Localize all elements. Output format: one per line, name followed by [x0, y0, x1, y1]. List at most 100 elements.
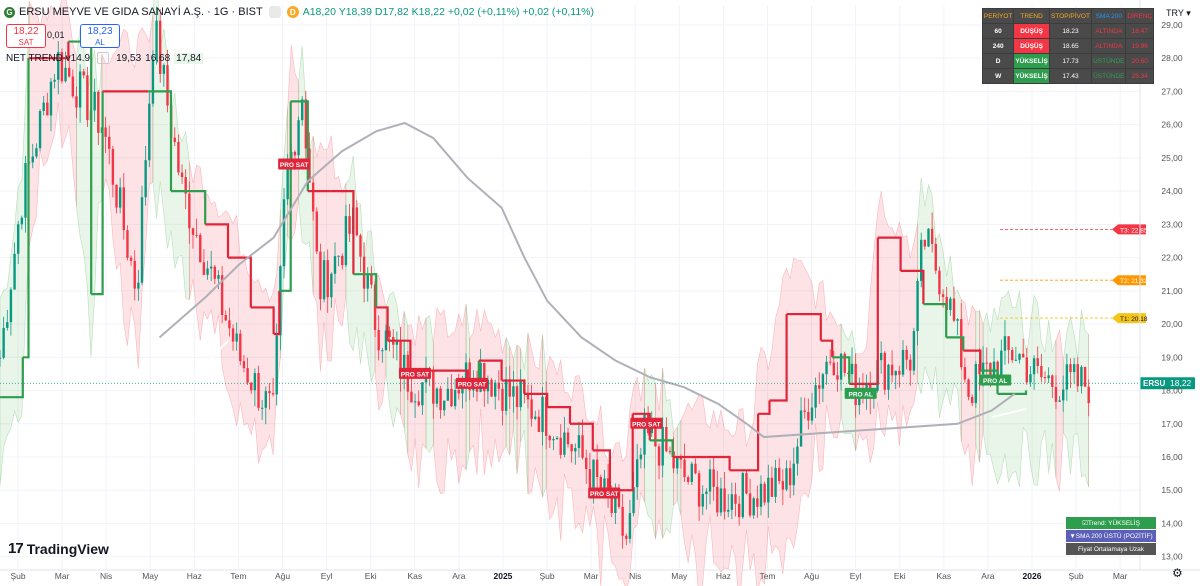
band-segment [385, 291, 401, 428]
price-tick-label: 24,00 [1161, 186, 1183, 196]
candle-body [461, 387, 464, 394]
candle-body [1043, 377, 1047, 379]
candle-body [839, 353, 843, 380]
candle-body [759, 483, 763, 507]
candle-body [315, 211, 318, 252]
band-segment [520, 332, 529, 494]
candle-body [17, 224, 20, 254]
candle-body [960, 319, 963, 368]
candle-body [286, 169, 289, 200]
candle-body [1003, 336, 1007, 351]
tradingview-wordmark: TradingView [26, 540, 109, 557]
tradingview-logo[interactable]: 17 TradingView [8, 540, 109, 557]
candle-body [912, 331, 916, 371]
candle-body [359, 235, 362, 257]
sell-button[interactable]: 18,22 SAT [6, 24, 46, 48]
candle-body [552, 439, 555, 441]
time-tick-label: Mar [55, 571, 70, 581]
candle-body [832, 362, 836, 376]
candle-body [563, 432, 566, 455]
candle-body [697, 473, 701, 507]
chart-header: G ERSU MEYVE VE GIDA SANAYİ A.Ş. · 1G · … [4, 6, 594, 18]
stop-line-segment [547, 406, 572, 424]
table-row: 240 DÜŞÜŞ 18.65 ALTINDA 19.96 [981, 38, 1154, 54]
band-segment [979, 310, 984, 463]
candle-body [129, 257, 133, 261]
time-tick-label: Kas [407, 571, 422, 581]
dividend-badge[interactable]: D [286, 6, 299, 18]
trail-line [164, 339, 229, 408]
candle-body [111, 148, 115, 185]
table-cell: DÜŞÜŞ [1013, 23, 1050, 39]
candle-body [483, 363, 486, 392]
status-box: Fiyat Ortalamaya Uzak [1066, 543, 1156, 555]
indicator-legend[interactable]: NET TREND v14.9 19,53 16,68 17,84 [6, 52, 204, 64]
signal-label: PRO SAT [632, 421, 660, 428]
candle-body [322, 260, 326, 300]
symbol-title[interactable]: ERSU MEYVE VE GIDA SANAYİ A.Ş. · 1G · BI… [19, 6, 263, 18]
candle-body [439, 388, 442, 411]
target-label: T2: 21.32 [1120, 278, 1148, 285]
candle-body [341, 255, 344, 266]
candle-body [126, 230, 129, 258]
candle-body [410, 391, 413, 403]
table-cell: 240 [981, 38, 1015, 54]
candle-body [810, 407, 814, 421]
band-segment [1055, 329, 1064, 492]
candle-body [785, 468, 788, 490]
candle-body [661, 426, 664, 466]
band-segment [28, 0, 77, 248]
indicator-name[interactable]: NET TREND v14.9 [6, 52, 91, 64]
compare-icon[interactable] [268, 6, 281, 18]
candle-body [9, 289, 13, 323]
candle-body [796, 446, 799, 464]
candle-body [1025, 357, 1029, 383]
table-header-cell: TREND [1013, 8, 1050, 24]
price-tick-label: 14,00 [1161, 518, 1183, 528]
time-tick-label: Eki [894, 571, 906, 581]
candle-body [719, 488, 723, 513]
candle-body [501, 388, 504, 411]
candle-body [35, 148, 38, 157]
buy-label: AL [95, 38, 105, 47]
candle-body [574, 448, 577, 452]
sma-200-line [158, 121, 1016, 439]
price-tag-bg [1140, 377, 1195, 390]
buy-button[interactable]: 18,23 AL [80, 24, 120, 48]
stop-line-segment [627, 413, 634, 492]
candle-body [468, 362, 471, 391]
candle-body [64, 67, 67, 82]
candle-body [133, 260, 136, 289]
price-tick-label: 22,00 [1161, 253, 1183, 263]
stop-line-segment [632, 412, 651, 441]
candle-body [930, 228, 934, 244]
table-cell: 25.34 [1125, 68, 1154, 84]
candle-body [526, 393, 530, 400]
candle-body [413, 401, 417, 403]
candle-body [282, 199, 286, 267]
candle-body [71, 76, 75, 97]
candle-body [1036, 358, 1039, 367]
price-tick-label: 21,00 [1161, 286, 1183, 296]
gear-icon[interactable]: ⚙ [1172, 566, 1183, 580]
indicator-value-1: 19,53 [116, 52, 142, 64]
candle-body [224, 315, 227, 321]
candle-body [493, 382, 497, 397]
candle-body [82, 71, 85, 76]
currency-selector[interactable]: TRY ▾ [1166, 8, 1191, 18]
candle-body [606, 478, 610, 496]
candle-body [333, 256, 337, 274]
candle-body [104, 127, 107, 137]
candle-body [93, 91, 96, 111]
table-cell: W [981, 68, 1015, 84]
status-label: Trend: YÜKSELİŞ [1087, 519, 1140, 527]
candle-body [38, 110, 42, 149]
stop-line-segment [91, 91, 104, 296]
candle-body [727, 509, 730, 512]
indicator-settings-icon[interactable] [97, 52, 110, 64]
candle-body [60, 52, 64, 82]
candle-body [479, 363, 482, 392]
candle-body [570, 444, 573, 452]
candle-body [108, 136, 111, 149]
